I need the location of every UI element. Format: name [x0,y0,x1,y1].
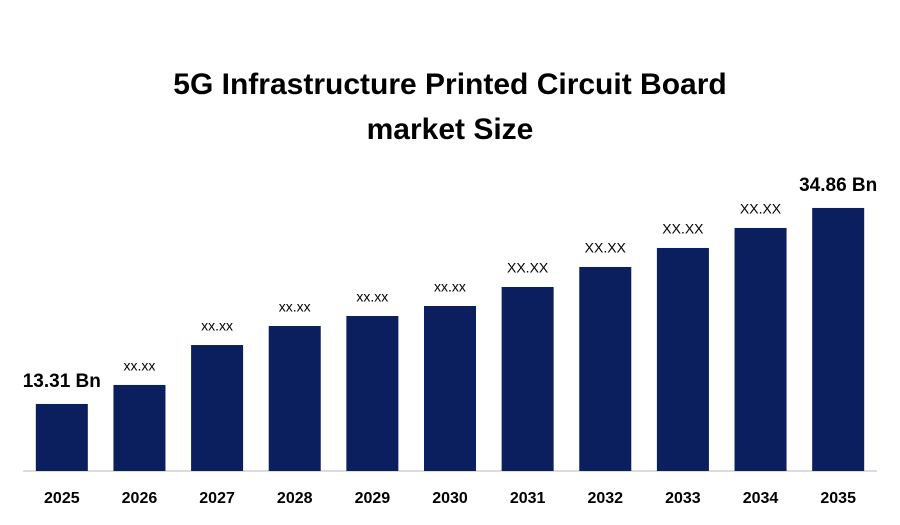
bar [268,326,321,471]
bar [656,247,709,471]
x-tick-label: 2028 [277,490,313,507]
value-label: xx.xx [434,279,466,295]
bar [734,227,787,471]
bar [346,316,399,471]
x-tick-label: 2030 [432,490,468,507]
x-tick-label: 2033 [665,490,701,507]
value-label: 13.31 Bn [23,371,101,392]
bar [579,266,632,471]
value-label: xx.xx [279,299,311,315]
x-tick-label: 2025 [44,490,80,507]
value-label: 34.86 Bn [799,175,877,196]
value-label: XX.XX [740,201,782,217]
x-tick-label: 2027 [199,490,235,507]
x-tick-label: 2035 [820,490,856,507]
bar [501,286,554,471]
value-label: xx.xx [124,358,156,374]
x-tick-label: 2034 [743,490,779,507]
chart-title: 5G Infrastructure Printed Circuit Board [173,68,726,101]
x-tick-label: 2029 [355,490,391,507]
value-label: XX.XX [585,240,627,256]
value-label: xx.xx [201,318,233,334]
bar [35,403,88,471]
bar [812,207,865,471]
x-tick-label: 2032 [587,490,623,507]
bar [191,345,244,471]
x-tick-label: 2031 [510,490,546,507]
value-label: XX.XX [662,221,704,237]
value-label: xx.xx [356,289,388,305]
value-label: XX.XX [507,260,549,276]
x-tick-label: 2026 [122,490,158,507]
chart-title: market Size [367,113,534,146]
bar [113,384,166,471]
bar [423,306,477,471]
